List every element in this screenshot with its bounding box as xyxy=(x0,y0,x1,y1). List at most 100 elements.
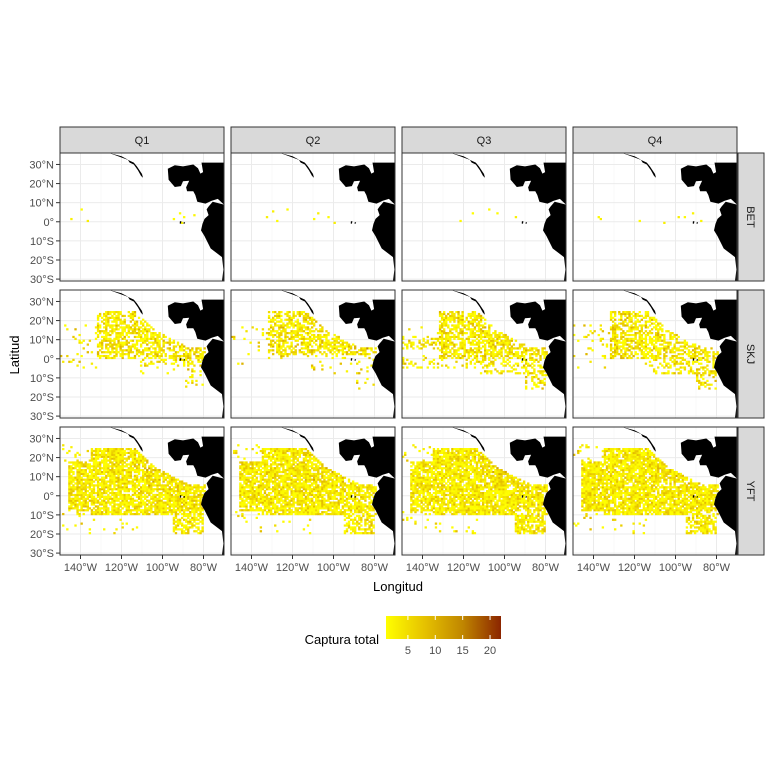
catch-cell xyxy=(453,315,455,317)
catch-cell xyxy=(199,357,201,359)
catch-cell xyxy=(107,500,109,502)
catch-cell xyxy=(78,361,80,363)
island-land xyxy=(557,184,570,187)
catch-cell xyxy=(173,218,175,220)
catch-cell xyxy=(692,345,694,347)
catch-cell xyxy=(472,349,474,351)
catch-cell xyxy=(502,370,504,372)
catch-cell xyxy=(132,319,134,321)
catch-cell xyxy=(119,511,121,513)
catch-cell xyxy=(138,328,140,330)
catch-cell xyxy=(423,355,425,357)
catch-cell xyxy=(81,473,83,475)
catch-cell xyxy=(249,484,251,486)
island-land xyxy=(386,184,399,187)
catch-cell xyxy=(288,353,290,355)
catch-cell xyxy=(307,343,309,345)
catch-cell xyxy=(113,328,115,330)
catch-cell xyxy=(241,498,243,500)
catch-cell xyxy=(97,450,99,452)
catch-cell xyxy=(72,484,74,486)
catch-cell xyxy=(193,494,195,496)
catch-cell xyxy=(126,509,128,511)
catch-cell xyxy=(175,359,177,361)
catch-cell xyxy=(317,347,319,349)
catch-cell xyxy=(482,345,484,347)
catch-cell xyxy=(109,317,111,319)
catch-cell xyxy=(537,361,539,363)
catch-cell xyxy=(142,465,144,467)
catch-cell xyxy=(278,490,280,492)
catch-cell xyxy=(117,448,119,450)
catch-cell xyxy=(276,488,278,490)
catch-cell xyxy=(441,345,443,347)
catch-cell xyxy=(140,330,142,332)
catch-cell xyxy=(132,459,134,461)
catch-cell xyxy=(653,322,655,324)
catch-cell xyxy=(185,500,187,502)
catch-cell xyxy=(620,315,622,317)
catch-cell xyxy=(276,458,278,460)
catch-cell xyxy=(173,345,175,347)
catch-cell xyxy=(111,465,113,467)
catch-cell xyxy=(152,351,154,353)
catch-cell xyxy=(105,505,107,507)
catch-cell xyxy=(311,353,313,355)
catch-cell xyxy=(673,343,675,345)
catch-cell xyxy=(511,353,513,355)
catch-cell xyxy=(189,492,191,494)
catch-cell xyxy=(122,496,124,498)
catch-cell xyxy=(519,355,521,357)
catch-cell xyxy=(97,480,99,482)
catch-cell xyxy=(254,471,256,473)
catch-cell xyxy=(690,366,692,368)
catch-cell xyxy=(169,480,171,482)
catch-cell xyxy=(712,376,714,378)
catch-cell xyxy=(134,347,136,349)
catch-cell xyxy=(97,351,99,353)
catch-cell xyxy=(276,347,278,349)
catch-cell xyxy=(105,345,107,347)
catch-cell xyxy=(714,380,716,382)
catch-cell xyxy=(517,355,519,357)
catch-cell xyxy=(243,488,245,490)
catch-cell xyxy=(474,343,476,345)
catch-cell xyxy=(468,355,470,357)
catch-cell xyxy=(254,503,256,505)
catch-cell xyxy=(290,321,292,323)
catch-cell xyxy=(138,471,140,473)
catch-cell xyxy=(142,332,144,334)
catch-cell xyxy=(282,345,284,347)
catch-cell xyxy=(89,467,91,469)
catch-cell xyxy=(247,353,249,355)
catch-cell xyxy=(78,342,80,344)
catch-cell xyxy=(313,368,315,370)
catch-cell xyxy=(427,336,429,338)
catch-cell xyxy=(117,338,119,340)
catch-cell xyxy=(239,473,241,475)
catch-cell xyxy=(684,359,686,361)
catch-cell xyxy=(105,357,107,359)
catch-cell xyxy=(72,479,74,481)
catch-cell xyxy=(502,345,504,347)
catch-cell xyxy=(276,456,278,458)
catch-cell xyxy=(258,509,260,511)
catch-cell xyxy=(105,507,107,509)
catch-cell xyxy=(81,469,83,471)
catch-cell xyxy=(260,490,262,492)
catch-cell xyxy=(643,347,645,349)
catch-cell xyxy=(152,355,154,357)
catch-cell xyxy=(266,332,268,334)
catch-cell xyxy=(445,336,447,338)
catch-cell xyxy=(445,315,447,317)
catch-cell xyxy=(199,374,201,376)
catch-cell xyxy=(453,353,455,355)
catch-cell xyxy=(309,330,311,332)
catch-cell xyxy=(195,519,197,521)
catch-cell xyxy=(113,338,115,340)
catch-cell xyxy=(128,494,130,496)
catch-cell xyxy=(144,502,146,504)
catch-cell xyxy=(126,477,128,479)
catch-cell xyxy=(443,351,445,353)
catch-cell xyxy=(154,471,156,473)
